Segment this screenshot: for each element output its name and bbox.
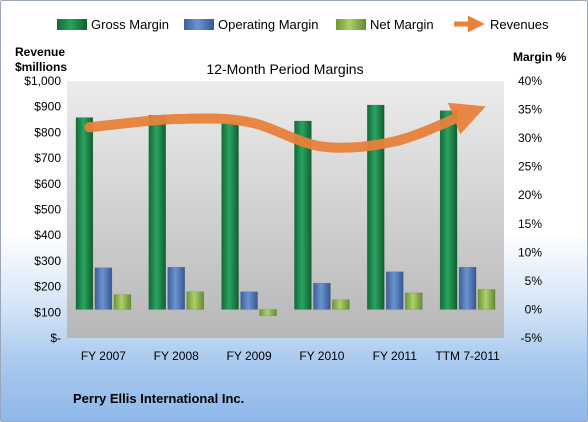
bar-series <box>75 104 496 316</box>
net-margin-bar <box>332 299 350 310</box>
y-left-tick-label: $1,000 <box>24 74 61 88</box>
operating-margin-bar <box>240 291 258 310</box>
x-tick-label: FY 2011 <box>373 349 418 363</box>
y-left-tick-label: $700 <box>34 151 61 165</box>
gross-margin-bar <box>439 110 458 310</box>
legend-label-net-margin: Net Margin <box>370 17 434 32</box>
y-left-tick-labels: $- $100 $200 $300 $400 $500 $600 $700 $800 $900 $1… <box>24 74 61 345</box>
x-tick-label: FY 2008 <box>154 349 199 363</box>
net-margin-bar <box>186 291 204 310</box>
x-tick-label: FY 2007 <box>81 349 126 363</box>
legend-label-operating-margin: Operating Margin <box>218 17 318 32</box>
operating-margin-bar <box>458 266 477 310</box>
y-left-tick-label: $400 <box>34 228 61 242</box>
y-right-label: Margin % <box>513 50 567 64</box>
x-tick-label: FY 2009 <box>227 349 272 363</box>
operating-margin-bar <box>94 267 113 310</box>
x-tick-labels: FY 2007 FY 2008 FY 2009 FY 2010 FY 2011 TTM 7… <box>81 349 500 363</box>
gross-margin-bar <box>75 117 94 310</box>
net-margin-bar <box>259 309 277 316</box>
y-left-tick-label: $900 <box>34 100 61 114</box>
legend-label-revenues: Revenues <box>490 17 549 32</box>
y-right-tick-label: 25% <box>518 160 542 174</box>
net-margin-bar <box>477 289 496 310</box>
operating-margin-bar <box>167 266 185 310</box>
y-left-tick-label: $- <box>50 331 61 345</box>
legend-label-gross-margin: Gross Margin <box>91 17 169 32</box>
gross-margin-bar <box>294 120 312 310</box>
y-right-tick-labels: -5% 0% 5% 10% 15% 20% 25% 30% 35% 40% <box>518 74 542 345</box>
y-left-tick-label: $300 <box>34 254 61 268</box>
net-margin-bar <box>113 294 132 310</box>
revenues-line <box>84 102 486 153</box>
y-left-tick-label: $200 <box>34 280 61 294</box>
y-right-tick-label: 5% <box>525 274 543 288</box>
legend-swatch-gross-margin <box>57 19 87 30</box>
x-tick-label: FY 2010 <box>299 349 344 363</box>
y-left-tick-label: $600 <box>34 177 61 191</box>
gross-margin-bar <box>367 104 385 310</box>
company-name: Perry Ellis International Inc. <box>73 391 244 406</box>
operating-margin-bar <box>313 282 331 310</box>
y-right-tick-label: 35% <box>518 103 542 117</box>
x-tick-label: TTM 7-2011 <box>435 349 500 363</box>
y-left-tick-label: $500 <box>34 203 61 217</box>
y-right-tick-label: 30% <box>518 131 542 145</box>
y-left-label-line1: Revenue <box>15 45 65 59</box>
y-right-tick-label: 0% <box>525 302 543 316</box>
y-right-tick-label: 20% <box>518 188 542 202</box>
operating-margin-bar <box>386 271 404 310</box>
y-left-label-line2: $millions <box>15 60 67 74</box>
legend-swatch-net-margin <box>336 19 366 30</box>
gross-margin-bar <box>221 122 239 310</box>
legend: Gross Margin Operating Margin Net Margin… <box>57 15 549 33</box>
y-right-tick-label: -5% <box>521 331 543 345</box>
y-right-tick-label: 15% <box>518 217 542 231</box>
chart-title: 12-Month Period Margins <box>206 61 363 77</box>
gross-margin-bar <box>148 115 166 310</box>
net-margin-bar <box>405 292 423 310</box>
y-left-tick-label: $800 <box>34 125 61 139</box>
y-right-tick-label: 10% <box>518 245 542 259</box>
y-left-tick-label: $100 <box>34 305 61 319</box>
y-right-tick-label: 40% <box>518 74 542 88</box>
legend-swatch-operating-margin <box>184 19 214 30</box>
